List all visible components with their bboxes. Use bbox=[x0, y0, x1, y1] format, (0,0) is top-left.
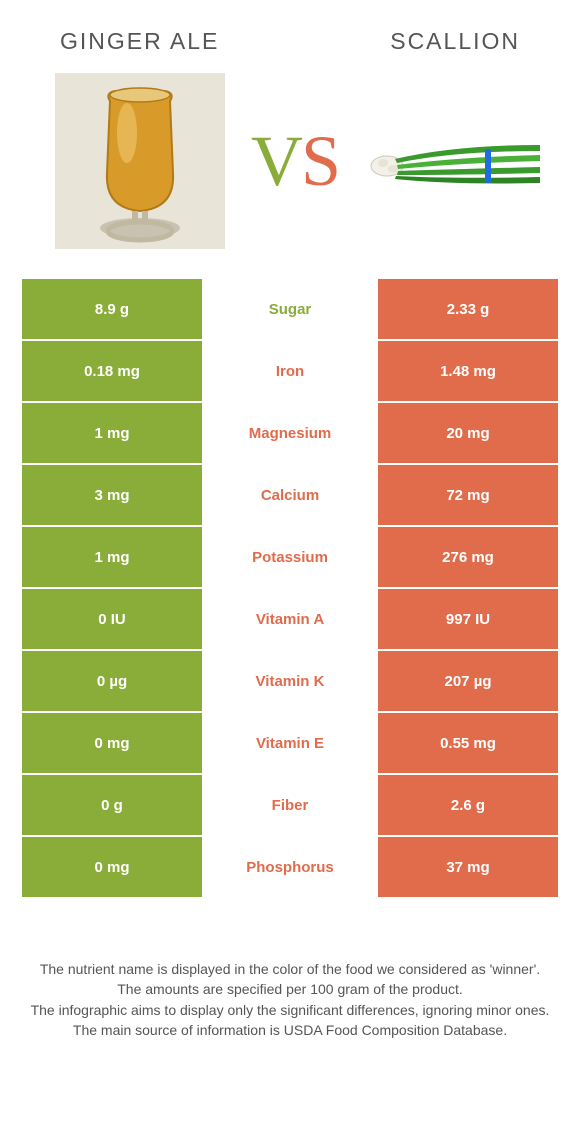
left-value: 0 mg bbox=[22, 837, 202, 897]
left-value: 0 g bbox=[22, 775, 202, 835]
right-food-title: Scallion bbox=[390, 28, 520, 55]
vs-label: VS bbox=[251, 120, 339, 203]
left-value: 0 mg bbox=[22, 713, 202, 773]
right-value: 207 µg bbox=[378, 651, 558, 711]
table-row: 3 mgCalcium72 mg bbox=[22, 465, 558, 527]
footer-line: The infographic aims to display only the… bbox=[28, 1000, 552, 1020]
nutrient-label: Fiber bbox=[202, 775, 378, 835]
table-row: 0 mgPhosphorus37 mg bbox=[22, 837, 558, 899]
left-value: 0 µg bbox=[22, 651, 202, 711]
nutrient-label: Magnesium bbox=[202, 403, 378, 463]
table-row: 0.18 mgIron1.48 mg bbox=[22, 341, 558, 403]
nutrient-label: Potassium bbox=[202, 527, 378, 587]
images-row: VS bbox=[0, 73, 580, 279]
right-value: 37 mg bbox=[378, 837, 558, 897]
table-row: 0 mgVitamin E0.55 mg bbox=[22, 713, 558, 775]
table-row: 8.9 gSugar2.33 g bbox=[22, 279, 558, 341]
right-value: 1.48 mg bbox=[378, 341, 558, 401]
footer-line: The nutrient name is displayed in the co… bbox=[28, 959, 552, 979]
left-value: 3 mg bbox=[22, 465, 202, 525]
right-value: 2.33 g bbox=[378, 279, 558, 339]
nutrient-label: Iron bbox=[202, 341, 378, 401]
right-value: 276 mg bbox=[378, 527, 558, 587]
table-row: 0 µgVitamin K207 µg bbox=[22, 651, 558, 713]
right-value: 0.55 mg bbox=[378, 713, 558, 773]
nutrient-label: Vitamin E bbox=[202, 713, 378, 773]
left-food-title: Ginger ale bbox=[60, 28, 219, 55]
footer-line: The main source of information is USDA F… bbox=[28, 1020, 552, 1040]
header: Ginger ale Scallion bbox=[0, 0, 580, 73]
table-row: 0 IUVitamin A997 IU bbox=[22, 589, 558, 651]
vs-v: V bbox=[251, 121, 301, 201]
nutrient-label: Calcium bbox=[202, 465, 378, 525]
left-value: 0.18 mg bbox=[22, 341, 202, 401]
right-value: 997 IU bbox=[378, 589, 558, 649]
left-value: 1 mg bbox=[22, 403, 202, 463]
right-value: 72 mg bbox=[378, 465, 558, 525]
left-value: 0 IU bbox=[22, 589, 202, 649]
footer-line: The amounts are specified per 100 gram o… bbox=[28, 979, 552, 999]
nutrient-label: Vitamin K bbox=[202, 651, 378, 711]
scallion-image bbox=[365, 121, 540, 201]
footer-notes: The nutrient name is displayed in the co… bbox=[0, 899, 580, 1040]
left-value: 1 mg bbox=[22, 527, 202, 587]
table-row: 1 mgMagnesium20 mg bbox=[22, 403, 558, 465]
nutrient-label: Sugar bbox=[202, 279, 378, 339]
nutrient-label: Phosphorus bbox=[202, 837, 378, 897]
right-value: 20 mg bbox=[378, 403, 558, 463]
right-value: 2.6 g bbox=[378, 775, 558, 835]
vs-s: S bbox=[301, 121, 339, 201]
ginger-ale-image bbox=[55, 73, 225, 249]
left-value: 8.9 g bbox=[22, 279, 202, 339]
nutrient-table: 8.9 gSugar2.33 g0.18 mgIron1.48 mg1 mgMa… bbox=[0, 279, 580, 899]
table-row: 1 mgPotassium276 mg bbox=[22, 527, 558, 589]
table-row: 0 gFiber2.6 g bbox=[22, 775, 558, 837]
nutrient-label: Vitamin A bbox=[202, 589, 378, 649]
